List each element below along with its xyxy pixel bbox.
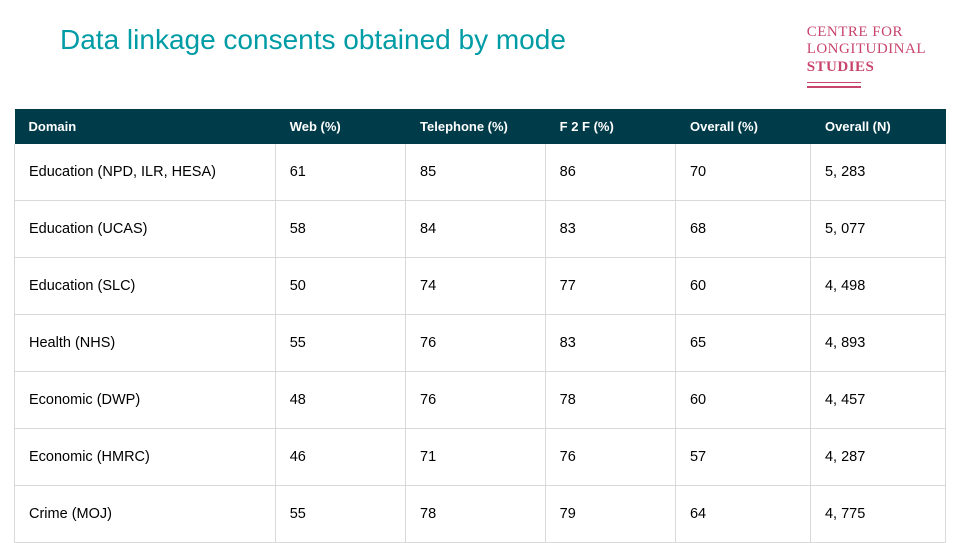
cell-overall-pct: 68 [675,200,810,257]
cell-f2f: 78 [545,371,675,428]
table-row: Economic (DWP) 48 76 78 60 4, 457 [15,371,946,428]
cell-domain: Crime (MOJ) [15,485,276,542]
consents-table: Domain Web (%) Telephone (%) F 2 F (%) O… [14,109,946,543]
cell-web: 55 [275,485,405,542]
cell-telephone: 85 [406,144,546,201]
col-telephone: Telephone (%) [406,109,546,144]
cell-web: 55 [275,314,405,371]
cell-overall-pct: 65 [675,314,810,371]
cell-f2f: 79 [545,485,675,542]
cell-web: 58 [275,200,405,257]
cell-overall-pct: 70 [675,144,810,201]
cls-logo: CENTRE FOR LONGITUDINAL STUDIES [807,24,932,91]
col-web: Web (%) [275,109,405,144]
slide-header: Data linkage consents obtained by mode C… [0,0,960,91]
cell-f2f: 83 [545,314,675,371]
cell-domain: Education (UCAS) [15,200,276,257]
table-row: Economic (HMRC) 46 71 76 57 4, 287 [15,428,946,485]
logo-line-1: CENTRE FOR [807,24,926,41]
table-body: Education (NPD, ILR, HESA) 61 85 86 70 5… [15,144,946,543]
logo-line-3: STUDIES [807,59,926,76]
cell-telephone: 74 [406,257,546,314]
cell-telephone: 84 [406,200,546,257]
cell-overall-n: 4, 457 [810,371,945,428]
cell-telephone: 76 [406,371,546,428]
cell-domain: Health (NHS) [15,314,276,371]
table-row: Health (NHS) 55 76 83 65 4, 893 [15,314,946,371]
cell-overall-pct: 60 [675,371,810,428]
cell-overall-n: 5, 283 [810,144,945,201]
table-row: Education (SLC) 50 74 77 60 4, 498 [15,257,946,314]
cell-telephone: 71 [406,428,546,485]
page-title: Data linkage consents obtained by mode [60,24,566,56]
cell-web: 48 [275,371,405,428]
cell-f2f: 77 [545,257,675,314]
table-row: Education (UCAS) 58 84 83 68 5, 077 [15,200,946,257]
cell-overall-pct: 60 [675,257,810,314]
cell-f2f: 86 [545,144,675,201]
cell-web: 46 [275,428,405,485]
cell-web: 61 [275,144,405,201]
cell-overall-n: 4, 498 [810,257,945,314]
table-row: Crime (MOJ) 55 78 79 64 4, 775 [15,485,946,542]
cell-overall-pct: 57 [675,428,810,485]
cell-overall-n: 4, 775 [810,485,945,542]
table-row: Education (NPD, ILR, HESA) 61 85 86 70 5… [15,144,946,201]
logo-line-2: LONGITUDINAL [807,41,926,58]
cell-domain: Education (SLC) [15,257,276,314]
cell-f2f: 76 [545,428,675,485]
cell-overall-n: 4, 893 [810,314,945,371]
table-header: Domain Web (%) Telephone (%) F 2 F (%) O… [15,109,946,144]
col-overall-n: Overall (N) [810,109,945,144]
col-domain: Domain [15,109,276,144]
cell-telephone: 78 [406,485,546,542]
col-overall-pct: Overall (%) [675,109,810,144]
cell-overall-n: 5, 077 [810,200,945,257]
table-container: Domain Web (%) Telephone (%) F 2 F (%) O… [0,91,960,543]
cell-overall-pct: 64 [675,485,810,542]
cell-overall-n: 4, 287 [810,428,945,485]
cell-domain: Economic (DWP) [15,371,276,428]
cell-telephone: 76 [406,314,546,371]
cell-f2f: 83 [545,200,675,257]
cell-domain: Economic (HMRC) [15,428,276,485]
col-f2f: F 2 F (%) [545,109,675,144]
cell-web: 50 [275,257,405,314]
cell-domain: Education (NPD, ILR, HESA) [15,144,276,201]
logo-underline-icon [807,82,861,88]
